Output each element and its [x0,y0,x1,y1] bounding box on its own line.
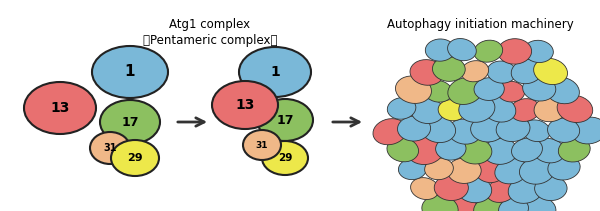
Ellipse shape [534,96,568,122]
Ellipse shape [448,158,481,183]
Ellipse shape [395,76,431,103]
Ellipse shape [100,100,160,144]
Text: 17: 17 [276,114,294,127]
Ellipse shape [421,116,455,143]
Ellipse shape [475,160,504,183]
Text: 1: 1 [125,65,135,80]
Ellipse shape [448,119,481,144]
Ellipse shape [483,96,516,122]
Ellipse shape [111,140,159,176]
Ellipse shape [90,132,130,164]
Ellipse shape [510,99,540,121]
Text: Autophagy initiation machinery: Autophagy initiation machinery [386,18,574,31]
Ellipse shape [559,138,590,162]
Ellipse shape [457,176,491,203]
Ellipse shape [262,141,308,175]
Ellipse shape [548,156,580,180]
Ellipse shape [387,138,419,162]
Ellipse shape [410,178,439,200]
Ellipse shape [397,116,431,141]
Ellipse shape [92,46,168,98]
Ellipse shape [511,59,543,84]
Ellipse shape [557,95,593,122]
Text: 1: 1 [270,65,280,79]
Text: 17: 17 [121,115,139,128]
Ellipse shape [520,158,554,184]
Ellipse shape [512,138,542,162]
Ellipse shape [523,197,556,211]
Ellipse shape [461,61,488,82]
Ellipse shape [448,39,476,61]
Ellipse shape [483,139,518,164]
Ellipse shape [499,198,529,211]
Ellipse shape [473,198,503,211]
Ellipse shape [524,40,553,62]
Text: 31: 31 [256,141,268,150]
Ellipse shape [457,138,492,164]
Text: （Pentameric complex）: （Pentameric complex） [143,34,277,47]
Ellipse shape [422,195,458,211]
Ellipse shape [548,118,580,142]
Ellipse shape [257,99,313,141]
Ellipse shape [496,116,530,142]
Ellipse shape [487,61,516,83]
Ellipse shape [533,138,565,163]
Ellipse shape [497,81,524,102]
Ellipse shape [243,130,281,160]
Text: 29: 29 [127,153,143,163]
Ellipse shape [410,60,444,85]
Ellipse shape [433,57,465,81]
Ellipse shape [239,47,311,97]
Ellipse shape [438,100,466,121]
Ellipse shape [572,117,600,144]
Ellipse shape [212,81,278,129]
Ellipse shape [24,82,96,134]
Ellipse shape [522,120,550,142]
Ellipse shape [434,175,469,200]
Ellipse shape [373,119,407,145]
Ellipse shape [474,78,504,100]
Ellipse shape [523,76,556,101]
Text: Atg1 complex: Atg1 complex [169,18,251,31]
Ellipse shape [436,137,466,160]
Ellipse shape [443,197,479,211]
Ellipse shape [508,176,544,203]
Text: 29: 29 [278,153,292,163]
Ellipse shape [545,77,580,104]
Ellipse shape [474,40,503,62]
Text: 13: 13 [235,98,254,112]
Ellipse shape [533,58,568,85]
Text: 13: 13 [50,101,70,115]
Ellipse shape [470,116,505,142]
Ellipse shape [424,81,452,102]
Ellipse shape [535,176,567,201]
Text: 31: 31 [103,143,117,153]
Ellipse shape [486,179,516,202]
Ellipse shape [411,99,444,123]
Ellipse shape [407,137,444,165]
Ellipse shape [388,97,416,119]
Ellipse shape [498,39,532,64]
Ellipse shape [398,158,427,180]
Ellipse shape [425,39,455,61]
Ellipse shape [459,95,495,122]
Ellipse shape [495,159,527,184]
Ellipse shape [425,158,454,180]
Ellipse shape [448,78,482,104]
